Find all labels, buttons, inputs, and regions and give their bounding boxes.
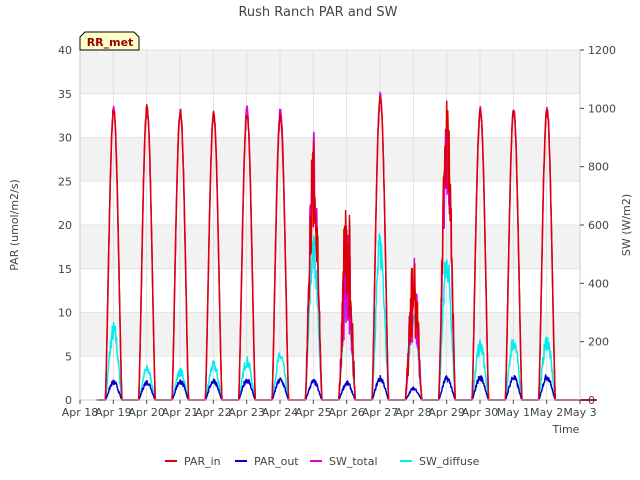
y-tick-label-right: 600 bbox=[588, 219, 609, 232]
y-tick-label-left: 15 bbox=[58, 263, 72, 276]
y-tick-label-left: 30 bbox=[58, 132, 72, 145]
legend-label: SW_total bbox=[329, 455, 378, 468]
ticks: 0510152025303540020040060080010001200Apr… bbox=[58, 44, 616, 419]
y-tick-label-right: 200 bbox=[588, 336, 609, 349]
x-tick-label: Apr 22 bbox=[195, 406, 232, 419]
plot-band bbox=[80, 137, 580, 182]
plot-band bbox=[80, 50, 580, 94]
y-tick-label-left: 40 bbox=[58, 44, 72, 57]
y-tick-label-left: 0 bbox=[65, 394, 72, 407]
y-tick-label-left: 25 bbox=[58, 175, 72, 188]
x-tick-label: Apr 28 bbox=[395, 406, 432, 419]
x-tick-label: May 3 bbox=[563, 406, 596, 419]
x-tick-label: Apr 24 bbox=[262, 406, 299, 419]
y-tick-label-right: 400 bbox=[588, 277, 609, 290]
y-axis-label-left: PAR (umol/m2/s) bbox=[8, 179, 21, 271]
x-tick-label: Apr 19 bbox=[95, 406, 132, 419]
site-label: RR_met bbox=[87, 36, 134, 49]
x-tick-label: Apr 21 bbox=[162, 406, 199, 419]
y-axis-label-right: SW (W/m2) bbox=[620, 194, 633, 256]
y-tick-label-right: 1000 bbox=[588, 102, 616, 115]
legend-label: PAR_out bbox=[254, 455, 299, 468]
site-label-box: RR_met bbox=[79, 31, 140, 51]
x-tick-label: Apr 18 bbox=[62, 406, 99, 419]
y-tick-label-right: 1200 bbox=[588, 44, 616, 57]
x-axis-label: Time bbox=[552, 423, 580, 436]
legend-item: SW_total bbox=[310, 455, 378, 468]
y-tick-label-right: 800 bbox=[588, 161, 609, 174]
legend-item: SW_diffuse bbox=[400, 455, 480, 468]
y-tick-label-left: 5 bbox=[65, 350, 72, 363]
y-tick-label-right: 0 bbox=[588, 394, 595, 407]
x-tick-label: Apr 27 bbox=[362, 406, 399, 419]
plot-band bbox=[80, 312, 580, 357]
legend: PAR_in PAR_out SW_total SW_diffuse bbox=[165, 455, 480, 468]
x-tick-label: May 2 bbox=[530, 406, 563, 419]
series-lines bbox=[96, 91, 598, 401]
series-line-par-in bbox=[96, 95, 598, 401]
x-tick-label: Apr 25 bbox=[295, 406, 332, 419]
plot-band bbox=[80, 225, 580, 269]
x-tick-label: Apr 30 bbox=[462, 406, 499, 419]
x-tick-label: Apr 23 bbox=[228, 406, 265, 419]
y-tick-label-left: 10 bbox=[58, 307, 72, 320]
plot-bands bbox=[80, 50, 580, 357]
legend-label: PAR_in bbox=[184, 455, 221, 468]
site-label-frame bbox=[79, 31, 140, 51]
series-line-par-out bbox=[96, 374, 598, 401]
chart-title: Rush Ranch PAR and SW bbox=[238, 5, 397, 20]
x-tick-label: Apr 29 bbox=[428, 406, 465, 419]
legend-item: PAR_out bbox=[235, 455, 299, 468]
x-tick-label: Apr 20 bbox=[128, 406, 165, 419]
legend-item: PAR_in bbox=[165, 455, 221, 468]
y-tick-label-left: 35 bbox=[58, 88, 72, 101]
x-tick-label: Apr 26 bbox=[328, 406, 365, 419]
y-tick-label-left: 20 bbox=[58, 219, 72, 232]
x-tick-label: May 1 bbox=[497, 406, 530, 419]
legend-label: SW_diffuse bbox=[419, 455, 480, 468]
